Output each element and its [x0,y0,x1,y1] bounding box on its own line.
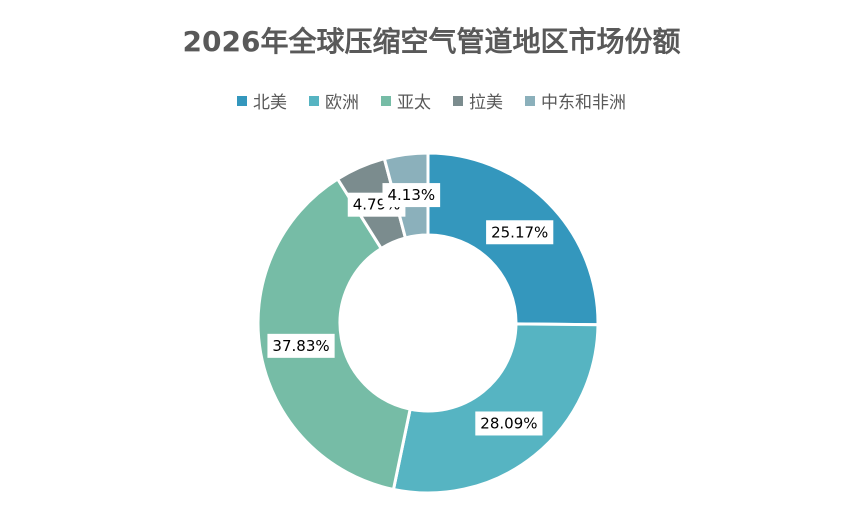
data-label: 25.17% [486,220,554,245]
legend-swatch [453,95,463,106]
data-label-background [475,411,543,436]
data-label-background [486,220,554,245]
legend-item: 欧洲 [309,88,359,113]
legend-swatch [309,95,319,106]
data-label-text: 28.09% [480,414,537,432]
legend-swatch [381,95,391,106]
data-label: 4.13% [382,183,441,208]
legend-label: 拉美 [469,93,503,113]
legend-item: 拉美 [453,88,503,113]
donut-slice [391,322,600,495]
legend-swatch [525,95,535,106]
legend-label: 欧洲 [325,93,359,113]
data-label: 37.83% [267,333,335,358]
legend-label: 北美 [253,93,287,113]
legend-item: 中东和非洲 [525,88,626,113]
data-label-background [382,183,441,208]
data-label-background [267,333,335,358]
data-label-text: 25.17% [491,223,548,241]
legend-item: 亚太 [381,88,431,113]
legend-label: 中东和非洲 [541,93,626,113]
legend: 北美 欧洲 亚太 拉美 中东和非洲 [0,88,863,113]
data-label-text: 4.13% [387,186,435,204]
legend-swatch [237,95,247,106]
data-label: 28.09% [475,411,543,436]
chart-title: 2026年全球压缩空气管道地区市场份额 [182,25,681,58]
data-label-text: 37.83% [272,337,329,355]
legend-label: 亚太 [397,93,431,113]
legend-item: 北美 [237,88,287,113]
